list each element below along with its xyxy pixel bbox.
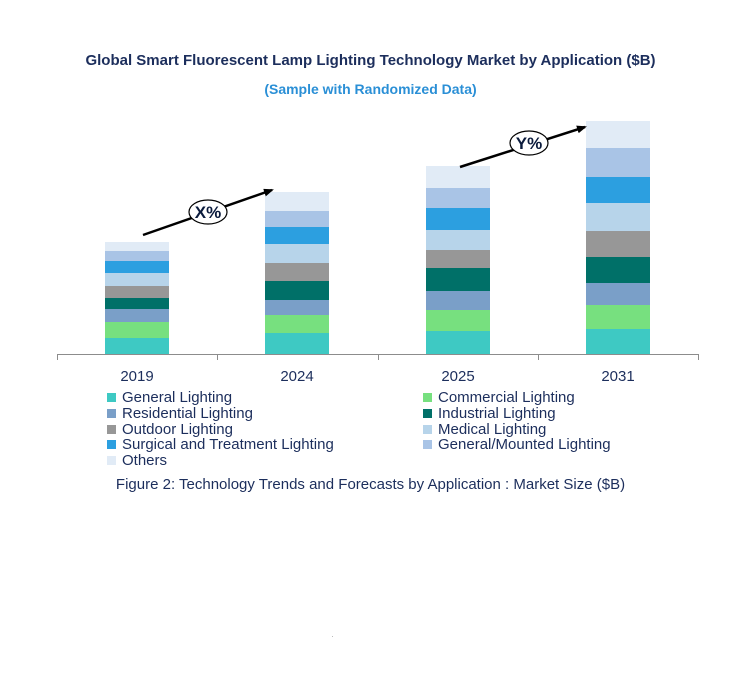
bar-2025-residential-lighting bbox=[426, 291, 490, 310]
x-tick-label-2031: 2031 bbox=[601, 368, 634, 385]
bar-2025-others bbox=[426, 166, 490, 188]
bar-2031-residential-lighting bbox=[586, 283, 650, 305]
bar-2019-surgical-and-treatment-lighting bbox=[105, 261, 169, 273]
x-tick-label-2024: 2024 bbox=[280, 368, 313, 385]
bar-2024-general-lighting bbox=[265, 333, 329, 354]
bar-2024-residential-lighting bbox=[265, 300, 329, 315]
bar-2031-others bbox=[586, 121, 650, 148]
legend-swatch bbox=[423, 440, 432, 450]
legend-swatch bbox=[423, 393, 432, 402]
bar-2019-industrial-lighting bbox=[105, 298, 169, 309]
legend-item-others: Others bbox=[107, 452, 167, 469]
bar-2031-surgical-and-treatment-lighting bbox=[586, 177, 650, 203]
bar-2019-outdoor-lighting bbox=[105, 286, 169, 298]
bar-2025-outdoor-lighting bbox=[426, 250, 490, 268]
growth-label-1: X% bbox=[195, 203, 221, 222]
bar-2024-general-mounted-lighting bbox=[265, 211, 329, 227]
bar-2031-outdoor-lighting bbox=[586, 231, 650, 257]
legend-item-residential-lighting: Residential Lighting bbox=[107, 405, 253, 422]
bar-2031-general-lighting bbox=[586, 329, 650, 354]
x-tick-label-2019: 2019 bbox=[120, 368, 153, 385]
legend-item-general-lighting: General Lighting bbox=[107, 389, 232, 406]
legend-item-medical-lighting: Medical Lighting bbox=[423, 421, 546, 438]
legend-item-industrial-lighting: Industrial Lighting bbox=[423, 405, 556, 422]
chart-title: Global Smart Fluorescent Lamp Lighting T… bbox=[85, 52, 656, 69]
legend-label: Commercial Lighting bbox=[438, 389, 575, 406]
legend-label: Industrial Lighting bbox=[438, 404, 556, 422]
legend-swatch bbox=[423, 408, 432, 418]
bar-2025-medical-lighting bbox=[426, 230, 490, 250]
bar-2024-medical-lighting bbox=[265, 244, 329, 263]
legend-item-outdoor-lighting: Outdoor Lighting bbox=[107, 421, 233, 438]
growth-label-2: Y% bbox=[516, 134, 542, 153]
bar-2031-general-mounted-lighting bbox=[586, 148, 650, 177]
legend-label: Surgical and Treatment Lighting bbox=[122, 436, 334, 454]
stray-dot bbox=[332, 636, 333, 637]
figure-caption: Figure 2: Technology Trends and Forecast… bbox=[115, 476, 626, 493]
bar-2025-surgical-and-treatment-lighting bbox=[426, 208, 490, 230]
legend-swatch bbox=[423, 424, 432, 434]
chart-subtitle: (Sample with Randomized Data) bbox=[264, 81, 477, 97]
bar-2024-outdoor-lighting bbox=[265, 263, 329, 281]
bar-2019-general-mounted-lighting bbox=[105, 251, 169, 261]
bar-2024-industrial-lighting bbox=[265, 281, 329, 300]
legend-swatch bbox=[107, 393, 116, 402]
legend-label: Residential Lighting bbox=[122, 404, 253, 422]
bar-2025-general-mounted-lighting bbox=[426, 188, 490, 208]
legend-swatch bbox=[107, 408, 116, 418]
legend-swatch bbox=[107, 456, 116, 466]
bar-2024-others bbox=[265, 192, 329, 211]
legend-label: General Lighting bbox=[122, 389, 233, 406]
bar-2024-commercial-lighting bbox=[265, 315, 329, 333]
growth-label-bubble-1 bbox=[188, 199, 228, 225]
legend-label: Outdoor Lighting bbox=[122, 420, 233, 438]
bar-2019-medical-lighting bbox=[105, 273, 169, 286]
growth-label-bubble-2 bbox=[509, 130, 549, 156]
bar-2031-commercial-lighting bbox=[586, 305, 650, 329]
bar-2025-commercial-lighting bbox=[426, 310, 490, 331]
bar-2019-general-lighting bbox=[105, 338, 169, 354]
legend-swatch bbox=[107, 440, 116, 450]
bar-2024-surgical-and-treatment-lighting bbox=[265, 227, 329, 244]
legend-item-general-mounted-lighting: General/Mounted Lighting bbox=[423, 436, 611, 453]
bar-2019-others bbox=[105, 242, 169, 251]
x-tick-label-2025: 2025 bbox=[441, 368, 474, 385]
stacked-bar-chart: 2019 2024 2025 2031 X% Y% bbox=[57, 121, 699, 385]
bar-2025-general-lighting bbox=[426, 331, 490, 354]
bar-2031-medical-lighting bbox=[586, 203, 650, 231]
legend-label: General/Mounted Lighting bbox=[438, 436, 611, 454]
bar-2019-residential-lighting bbox=[105, 309, 169, 322]
bar-2031-industrial-lighting bbox=[586, 257, 650, 283]
legend-item-commercial-lighting: Commercial Lighting bbox=[423, 389, 575, 406]
legend-item-surgical-and-treatment-lighting: Surgical and Treatment Lighting bbox=[107, 436, 334, 453]
legend-label: Others bbox=[122, 452, 168, 470]
bar-2019-commercial-lighting bbox=[105, 322, 169, 338]
legend-swatch bbox=[107, 424, 116, 434]
bar-2025-industrial-lighting bbox=[426, 268, 490, 291]
legend-label: Medical Lighting bbox=[438, 420, 547, 438]
